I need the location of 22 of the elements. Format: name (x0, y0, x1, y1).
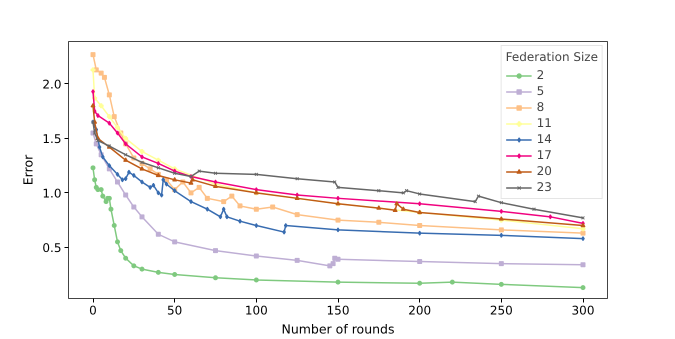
legend-label: 2 (536, 68, 546, 82)
legend-label: 11 (536, 116, 553, 130)
y-axis-title: Error (20, 154, 36, 186)
y-tick-label: 0.5 (42, 240, 62, 255)
y-tick-label: 2.0 (42, 77, 62, 92)
legend-label: 14 (536, 132, 553, 146)
legend-label: 23 (536, 180, 553, 194)
legend-label: 8 (536, 100, 546, 114)
x-tick-label: 0 (89, 304, 97, 318)
legend-label: 20 (536, 164, 553, 178)
y-tick-label: 1.0 (42, 186, 62, 200)
x-tick-label: 200 (408, 304, 432, 318)
legend-label: 5 (536, 84, 546, 98)
x-tick-label: 150 (326, 304, 350, 318)
y-tick-label: 1.5 (42, 132, 62, 146)
x-tick-label: 50 (167, 304, 182, 318)
x-axis-title: Number of rounds (281, 322, 395, 336)
x-tick-label: 300 (572, 304, 594, 318)
x-tick-label: 100 (244, 304, 268, 318)
legend-title: Federation Size (506, 50, 598, 64)
x-tick-label: 250 (490, 304, 513, 318)
legend-label: 17 (536, 148, 553, 162)
